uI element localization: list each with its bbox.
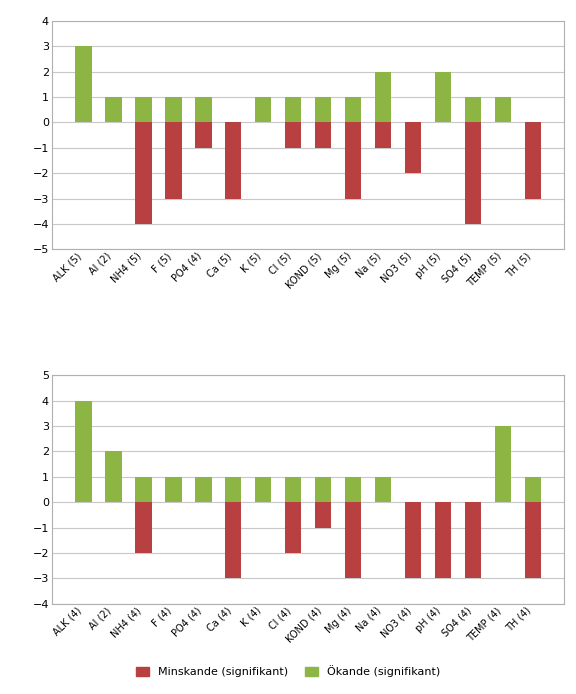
Bar [285, 502, 301, 553]
Bar [375, 122, 391, 148]
Legend: Minskande (signifikant), Ökande (signifikant): Minskande (signifikant), Ökande (signifi… [131, 661, 445, 682]
Bar [285, 477, 301, 502]
Bar [195, 97, 211, 122]
Bar [195, 122, 211, 148]
Bar [495, 426, 511, 502]
Bar [465, 122, 481, 224]
Bar [225, 477, 241, 502]
Bar [435, 71, 451, 122]
Bar [375, 477, 391, 502]
Bar [465, 97, 481, 122]
Bar [315, 502, 331, 527]
Bar [165, 97, 181, 122]
Bar [315, 477, 331, 502]
Bar [75, 46, 92, 122]
Bar [495, 97, 511, 122]
Bar [345, 477, 361, 502]
Bar [105, 97, 122, 122]
Bar [345, 502, 361, 578]
Bar [135, 97, 151, 122]
Bar [465, 502, 481, 578]
Bar [225, 122, 241, 198]
Bar [225, 502, 241, 578]
Bar [525, 477, 541, 502]
Bar [195, 477, 211, 502]
Bar [345, 122, 361, 198]
Bar [105, 451, 122, 502]
Bar [285, 97, 301, 122]
Bar [315, 122, 331, 148]
Bar [345, 97, 361, 122]
Bar [435, 502, 451, 578]
Bar [285, 122, 301, 148]
Bar [135, 502, 151, 553]
Bar [405, 502, 421, 578]
Bar [375, 71, 391, 122]
Bar [255, 477, 271, 502]
Bar [135, 122, 151, 224]
Bar [165, 122, 181, 198]
Bar [75, 400, 92, 502]
Bar [525, 122, 541, 198]
Bar [255, 97, 271, 122]
Bar [405, 122, 421, 174]
Bar [135, 477, 151, 502]
Bar [165, 477, 181, 502]
Bar [315, 97, 331, 122]
Bar [525, 502, 541, 578]
